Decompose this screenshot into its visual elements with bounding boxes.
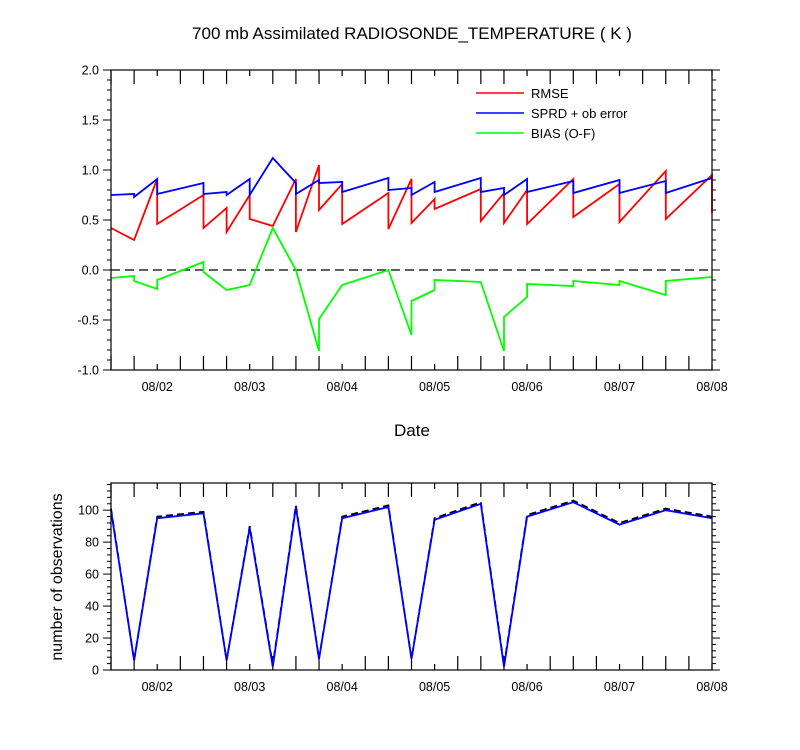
y-tick-label: 1.5 <box>82 114 99 128</box>
y-tick-label: 1.0 <box>82 164 99 178</box>
top-chart: 700 mb Assimilated RADIOSONDE_TEMPERATUR… <box>77 24 727 440</box>
legend-label-rmse: RMSE <box>531 86 569 101</box>
bottom-plot-frame <box>110 482 713 671</box>
y-tick-label: -1.0 <box>77 364 99 378</box>
x-tick-label: 08/04 <box>327 380 358 394</box>
x-tick-label: 08/02 <box>142 680 173 694</box>
y-axis-label: number of observations <box>49 493 66 660</box>
y-tick-label: 40 <box>85 600 99 614</box>
bottom-chart: 08/02 08/03 08/04 08/05 08/06 08/07 08/08 0 20 40… <box>49 482 728 694</box>
series-line-0-2 <box>110 225 713 352</box>
y-tick-label: 100 <box>78 504 99 518</box>
legend: RMSE SPRD + ob error BIAS (O-F) <box>476 86 628 141</box>
x-tick-label: 08/03 <box>234 380 265 394</box>
y-tick-label: 0.5 <box>82 214 99 228</box>
x-tick-label: 08/05 <box>419 380 450 394</box>
legend-label-sprd: SPRD + ob error <box>531 106 628 121</box>
series-line-0-1 <box>110 156 713 199</box>
top-plot-area: 08/02 08/03 08/04 08/05 08/06 08/07 08/08 -1.0 -… <box>77 64 727 395</box>
y-tick-label: 2.0 <box>82 64 99 78</box>
x-tick-label: 08/07 <box>604 680 635 694</box>
x-axis-label: Date <box>394 421 430 440</box>
x-tick-label: 08/02 <box>142 380 173 394</box>
series-line-0-0 <box>110 164 713 242</box>
series-line-1-1 <box>110 501 713 667</box>
x-tick-label: 08/08 <box>696 680 727 694</box>
x-tick-label: 08/07 <box>604 380 635 394</box>
legend-label-bias: BIAS (O-F) <box>531 126 595 141</box>
y-tick-label: 80 <box>85 536 99 550</box>
chart-title: 700 mb Assimilated RADIOSONDE_TEMPERATUR… <box>192 24 632 43</box>
y-tick-label: 60 <box>85 568 99 582</box>
y-tick-label: 0.0 <box>82 264 99 278</box>
x-tick-label: 08/06 <box>511 680 542 694</box>
y-tick-label: 0 <box>92 664 99 678</box>
x-tick-label: 08/03 <box>234 680 265 694</box>
x-tick-label: 08/04 <box>327 680 358 694</box>
y-tick-label: -0.5 <box>77 314 99 328</box>
x-tick-label: 08/05 <box>419 680 450 694</box>
y-tick-label: 20 <box>85 632 99 646</box>
bottom-plot-area: 08/02 08/03 08/04 08/05 08/06 08/07 08/08 0 20 40… <box>78 483 728 694</box>
x-tick-label: 08/06 <box>511 380 542 394</box>
series-line-1-0 <box>110 499 713 666</box>
x-tick-label: 08/08 <box>696 380 727 394</box>
top-plot-frame <box>110 69 713 371</box>
